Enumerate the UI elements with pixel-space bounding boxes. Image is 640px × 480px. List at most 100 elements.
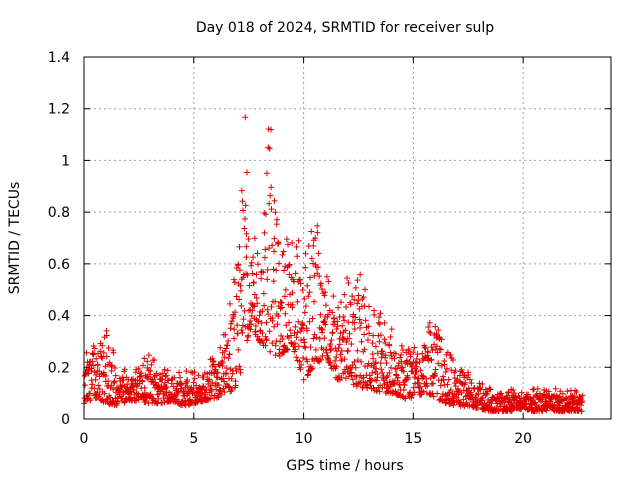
data-point (103, 396, 110, 403)
data-point (241, 215, 248, 222)
data-point (270, 266, 277, 273)
data-point (423, 380, 430, 387)
data-point (370, 364, 377, 371)
data-point (337, 330, 344, 337)
data-point (333, 354, 340, 361)
data-point (151, 373, 158, 380)
data-point (165, 377, 172, 384)
data-point (424, 349, 431, 356)
data-point (245, 332, 252, 339)
x-tick-labels: 0 5 10 15 20 (80, 431, 533, 447)
data-point (559, 390, 566, 397)
data-point (407, 353, 414, 360)
data-point (177, 374, 184, 381)
data-point (304, 282, 311, 289)
data-point (381, 320, 388, 327)
data-point (452, 367, 459, 374)
data-point (186, 396, 193, 403)
data-point (419, 350, 426, 357)
data-point (269, 242, 276, 249)
data-point (317, 311, 324, 318)
data-point (265, 311, 272, 318)
data-point (233, 293, 240, 300)
data-point (159, 376, 166, 383)
data-point (90, 351, 97, 358)
data-point (373, 377, 380, 384)
data-point (251, 235, 258, 242)
data-point (339, 322, 346, 329)
data-point (317, 280, 324, 287)
data-point (362, 317, 369, 324)
data-point (258, 275, 265, 282)
data-point (304, 358, 311, 365)
data-point (223, 365, 230, 372)
data-point (541, 391, 548, 398)
data-point (503, 403, 510, 410)
data-point (251, 303, 258, 310)
data-point (93, 355, 100, 362)
data-point (486, 385, 493, 392)
data-point (536, 390, 543, 397)
data-point (297, 366, 304, 373)
data-point (232, 309, 239, 316)
data-point (510, 387, 517, 394)
data-point (242, 202, 249, 209)
data-point (221, 389, 228, 396)
data-point (184, 382, 191, 389)
data-point (360, 294, 367, 301)
data-point (292, 346, 299, 353)
data-point (532, 399, 539, 406)
data-point (329, 330, 336, 337)
data-point (323, 349, 330, 356)
data-point (379, 348, 386, 355)
data-point (462, 379, 469, 386)
data-point (162, 373, 169, 380)
data-point (468, 389, 475, 396)
data-point (193, 382, 200, 389)
data-point (341, 317, 348, 324)
data-point (294, 253, 301, 260)
data-point (379, 384, 386, 391)
data-point (534, 385, 541, 392)
data-point (127, 394, 134, 401)
data-point (273, 267, 280, 274)
data-point (310, 260, 317, 267)
data-point (377, 310, 384, 317)
data-point (284, 346, 291, 353)
data-point (217, 344, 224, 351)
data-point (272, 209, 279, 216)
data-point (294, 329, 301, 336)
data-point (398, 351, 405, 358)
data-point (436, 345, 443, 352)
data-point (408, 394, 415, 401)
data-point (365, 360, 372, 367)
data-point (145, 352, 152, 359)
data-point (241, 225, 248, 232)
data-point (237, 282, 244, 289)
data-point (373, 365, 380, 372)
data-point (358, 358, 365, 365)
data-point (302, 303, 309, 310)
data-point (384, 388, 391, 395)
data-point (231, 279, 238, 286)
data-point (347, 301, 354, 308)
data-point (400, 368, 407, 375)
data-point (354, 300, 361, 307)
data-point (314, 229, 321, 236)
data-point (238, 187, 245, 194)
data-point (110, 349, 117, 356)
data-point (226, 300, 233, 307)
data-point (261, 302, 268, 309)
data-point (410, 384, 417, 391)
data-point (425, 324, 432, 331)
data-point (388, 326, 395, 333)
data-point (421, 344, 428, 351)
data-point (302, 250, 309, 257)
data-point (234, 322, 241, 329)
data-point (285, 241, 292, 248)
data-point (352, 314, 359, 321)
data-point (445, 376, 452, 383)
data-point (219, 363, 226, 370)
data-point (285, 262, 292, 269)
